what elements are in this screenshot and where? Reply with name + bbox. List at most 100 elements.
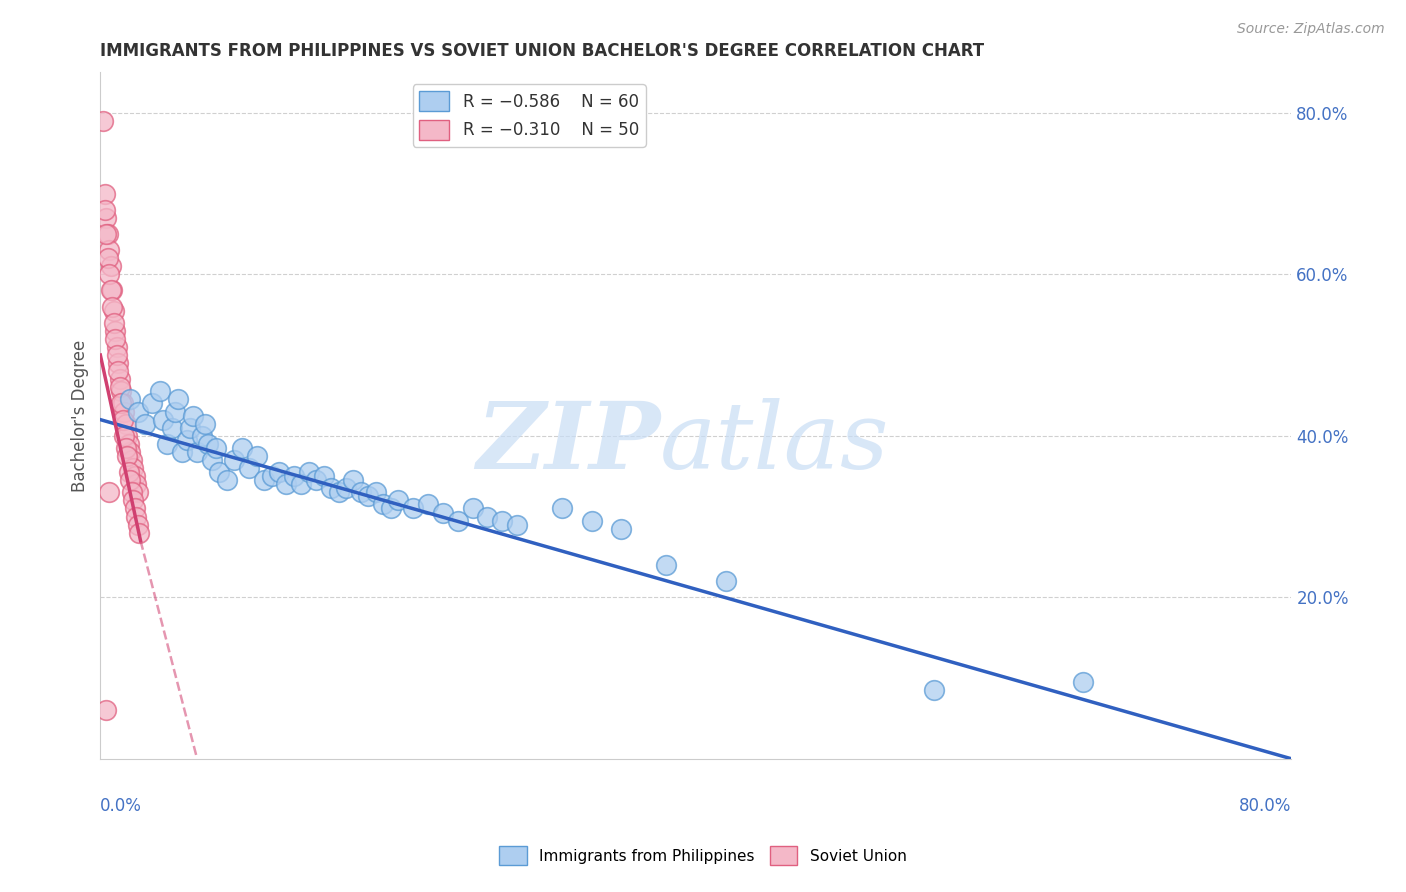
Point (108, 372, 131, 386)
Point (101, 300, 124, 314)
Point (350, 485, 373, 500)
Point (305, 473, 328, 487)
Point (194, 417, 217, 431)
Text: ZIP: ZIP (475, 398, 661, 488)
Point (91, 114, 114, 128)
Point (112, 429, 135, 443)
Point (373, 498, 395, 512)
Point (114, 441, 136, 455)
Point (117, 437, 139, 451)
Point (124, 501, 146, 516)
Point (108, 380, 131, 394)
Point (96, 211, 118, 225)
Point (491, 514, 513, 528)
Point (312, 469, 335, 483)
Text: 80.0%: 80.0% (1239, 797, 1292, 814)
Point (96, 703, 118, 717)
Legend: R = −0.586    N = 60, R = −0.310    N = 50: R = −0.586 N = 60, R = −0.310 N = 50 (413, 84, 645, 146)
Point (335, 481, 357, 495)
Point (190, 429, 212, 443)
Point (121, 485, 143, 500)
Point (342, 473, 364, 487)
Point (120, 392, 142, 407)
Point (461, 501, 484, 516)
Point (238, 461, 260, 475)
Point (714, 574, 737, 589)
Legend: Immigrants from Philippines, Soviet Union: Immigrants from Philippines, Soviet Unio… (494, 840, 912, 871)
Point (380, 501, 402, 516)
Point (111, 412, 134, 426)
Point (152, 412, 174, 426)
Point (134, 417, 156, 431)
Point (111, 396, 134, 410)
Point (100, 259, 122, 273)
Point (117, 465, 139, 479)
Point (103, 316, 125, 330)
Point (321, 481, 343, 495)
Text: Source: ZipAtlas.com: Source: ZipAtlas.com (1237, 22, 1385, 37)
Point (655, 558, 678, 572)
Point (110, 384, 132, 399)
Point (96, 227, 118, 241)
Point (110, 396, 132, 410)
Point (166, 392, 188, 407)
Point (387, 493, 409, 508)
Point (205, 441, 228, 455)
Point (94, 186, 117, 201)
Point (922, 683, 945, 698)
Point (104, 332, 127, 346)
Point (94, 202, 117, 217)
Point (201, 453, 224, 467)
Point (551, 501, 574, 516)
Text: 0.0%: 0.0% (100, 797, 142, 814)
Point (120, 473, 142, 487)
Point (115, 449, 138, 463)
Point (107, 356, 129, 370)
Point (610, 522, 633, 536)
Point (112, 404, 135, 418)
Text: IMMIGRANTS FROM PHILIPPINES VS SOVIET UNION BACHELOR'S DEGREE CORRELATION CHART: IMMIGRANTS FROM PHILIPPINES VS SOVIET UN… (100, 42, 984, 60)
Point (1071, 675, 1094, 690)
Point (477, 509, 499, 524)
Point (267, 465, 290, 479)
Point (128, 525, 150, 540)
Point (224, 453, 246, 467)
Point (416, 498, 439, 512)
Point (364, 485, 387, 500)
Point (98, 243, 121, 257)
Point (107, 364, 129, 378)
Point (581, 514, 603, 528)
Point (115, 429, 138, 443)
Point (98, 268, 121, 282)
Text: atlas: atlas (661, 398, 890, 488)
Point (103, 303, 125, 318)
Point (215, 473, 238, 487)
Point (181, 409, 204, 423)
Point (176, 433, 198, 447)
Point (98, 485, 121, 500)
Point (290, 477, 312, 491)
Point (125, 477, 148, 491)
Y-axis label: Bachelor's Degree: Bachelor's Degree (72, 340, 89, 491)
Point (127, 517, 149, 532)
Point (101, 284, 124, 298)
Point (120, 445, 142, 459)
Point (125, 509, 148, 524)
Point (97, 251, 120, 265)
Point (231, 441, 253, 455)
Point (104, 324, 127, 338)
Point (186, 445, 208, 459)
Point (122, 461, 145, 475)
Point (260, 469, 283, 483)
Point (97, 227, 120, 241)
Point (105, 340, 128, 354)
Point (172, 445, 194, 459)
Point (298, 465, 321, 479)
Point (506, 517, 529, 532)
Point (253, 473, 276, 487)
Point (328, 485, 350, 500)
Point (149, 384, 172, 399)
Point (432, 506, 454, 520)
Point (105, 348, 128, 362)
Point (276, 477, 298, 491)
